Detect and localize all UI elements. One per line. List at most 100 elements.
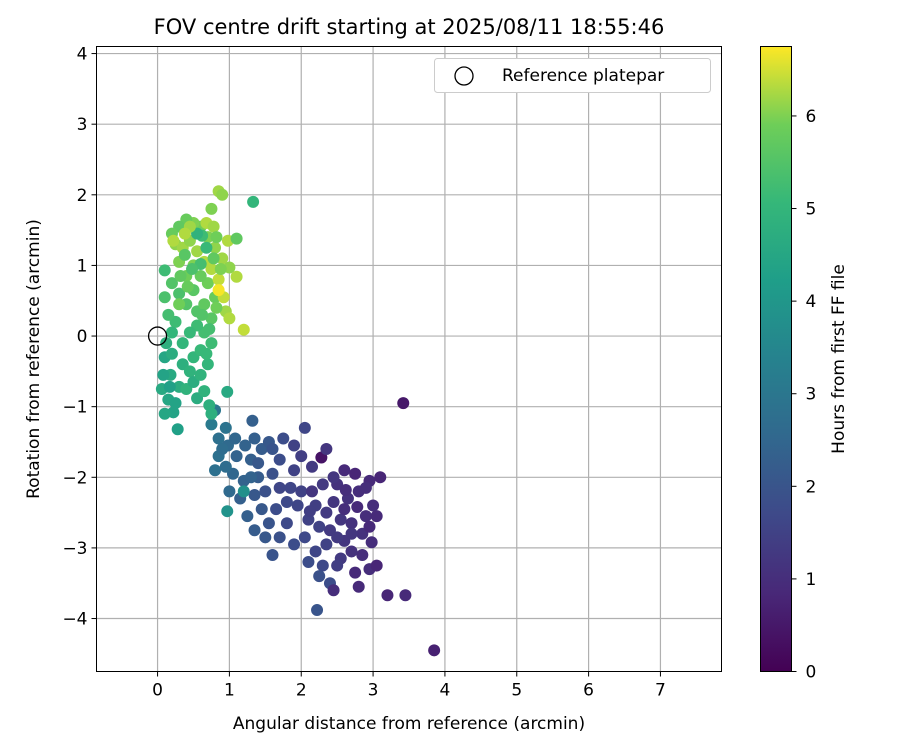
scatter-point xyxy=(223,485,236,498)
scatter-point xyxy=(198,385,211,398)
scatter-point xyxy=(158,291,171,304)
scatter-point xyxy=(365,536,378,549)
scatter-point xyxy=(230,270,243,283)
scatter-point xyxy=(266,467,279,480)
scatter-point xyxy=(280,517,293,530)
y-tick-label: 2 xyxy=(77,186,88,206)
scatter-point xyxy=(181,280,194,293)
scatter-point xyxy=(331,531,344,544)
scatter-point xyxy=(306,485,319,498)
scatter-point xyxy=(200,241,213,254)
scatter-point xyxy=(162,308,175,321)
scatter-point xyxy=(194,368,207,381)
scatter-point xyxy=(327,496,340,509)
scatter-point xyxy=(212,273,225,286)
colorbar-tick-label: 0 xyxy=(806,663,817,683)
scatter-point xyxy=(316,478,329,491)
x-axis-ticks: 0 1 2 3 4 5 6 7 xyxy=(152,671,666,701)
scatter-point xyxy=(327,584,340,597)
scatter-point xyxy=(223,312,236,325)
scatter-point xyxy=(262,517,275,530)
scatter-point xyxy=(280,496,293,509)
scatter-point xyxy=(367,499,380,512)
scatter-point xyxy=(216,252,229,265)
scatter-point xyxy=(288,538,301,551)
colorbar-tick-label: 4 xyxy=(806,292,817,312)
scatter-point xyxy=(219,421,232,434)
scatter-point xyxy=(173,287,186,300)
scatter-point xyxy=(183,326,196,339)
y-tick-label: −3 xyxy=(62,539,87,559)
scatter-point xyxy=(351,500,364,513)
scatter-point xyxy=(352,580,365,593)
y-tick-label: −2 xyxy=(62,468,87,488)
grid xyxy=(96,46,722,672)
scatter-point xyxy=(349,566,362,579)
scatter-point xyxy=(246,414,259,427)
scatter-point xyxy=(303,505,316,518)
scatter-point xyxy=(165,326,178,339)
reference-platepar-marker xyxy=(147,326,168,346)
scatter-point xyxy=(288,464,301,477)
scatter-point xyxy=(216,188,229,201)
scatter-point xyxy=(345,517,358,530)
scatter-point xyxy=(203,322,216,335)
scatter-point xyxy=(320,443,333,456)
x-tick-label: 7 xyxy=(655,681,666,701)
y-tick-label: 4 xyxy=(77,45,88,65)
scatter-point xyxy=(259,485,272,498)
scatter-point xyxy=(302,556,315,569)
y-tick-label: 1 xyxy=(77,256,88,276)
scatter-point xyxy=(266,443,279,456)
scatter-point xyxy=(158,264,171,277)
scatter-point xyxy=(381,589,394,602)
colorbar-tick-label: 3 xyxy=(806,385,817,405)
scatter-point xyxy=(205,337,218,350)
y-axis-ticks: −4 −3 −2 −1 0 1 2 3 4 xyxy=(62,45,97,630)
scatter-point xyxy=(359,481,372,494)
y-tick-label: −4 xyxy=(62,610,87,630)
x-tick-label: 1 xyxy=(224,681,235,701)
colorbar-ticks: 0 1 2 3 4 5 6 xyxy=(791,107,817,683)
scatter-point xyxy=(331,559,344,572)
scatter-point xyxy=(273,453,286,466)
scatter-point xyxy=(239,439,252,452)
scatter-point xyxy=(212,284,225,297)
legend-box xyxy=(434,58,711,93)
scatter-point xyxy=(356,548,369,561)
scatter-point xyxy=(306,460,319,473)
scatter-point xyxy=(298,421,311,434)
scatter-point xyxy=(247,195,260,208)
scatter-point xyxy=(205,407,218,420)
scatter-point xyxy=(210,301,223,314)
scatter-point xyxy=(216,443,229,456)
scatter-point xyxy=(160,337,173,350)
scatter-point xyxy=(370,559,383,572)
colorbar: 0 1 2 3 4 5 6 Hours from first FF file xyxy=(760,46,849,683)
scatter-point xyxy=(165,277,178,290)
scatter-point xyxy=(345,527,358,540)
y-axis-label: Rotation from reference (arcmin) xyxy=(24,219,44,499)
scatter-point xyxy=(313,570,326,583)
scatter-point xyxy=(259,531,272,544)
scatter-point xyxy=(288,439,301,452)
scatter-point xyxy=(339,484,352,497)
scatter-point xyxy=(163,380,176,393)
scatter-point xyxy=(327,471,340,484)
scatter-point xyxy=(205,202,218,215)
scatter-point xyxy=(186,262,199,275)
chart-title: FOV centre drift starting at 2025/08/11 … xyxy=(154,15,665,39)
scatter-point xyxy=(270,503,283,516)
scatter-point xyxy=(178,248,191,261)
scatter-point xyxy=(266,548,279,561)
scatter-point xyxy=(174,270,187,283)
scatter-point xyxy=(221,505,234,518)
scatter-point xyxy=(169,397,182,410)
scatter-point xyxy=(207,220,220,233)
scatter-point xyxy=(397,397,410,410)
scatter-point xyxy=(157,368,170,381)
scatter-point xyxy=(165,347,178,360)
scatter-point xyxy=(210,231,223,244)
x-tick-label: 6 xyxy=(583,681,594,701)
